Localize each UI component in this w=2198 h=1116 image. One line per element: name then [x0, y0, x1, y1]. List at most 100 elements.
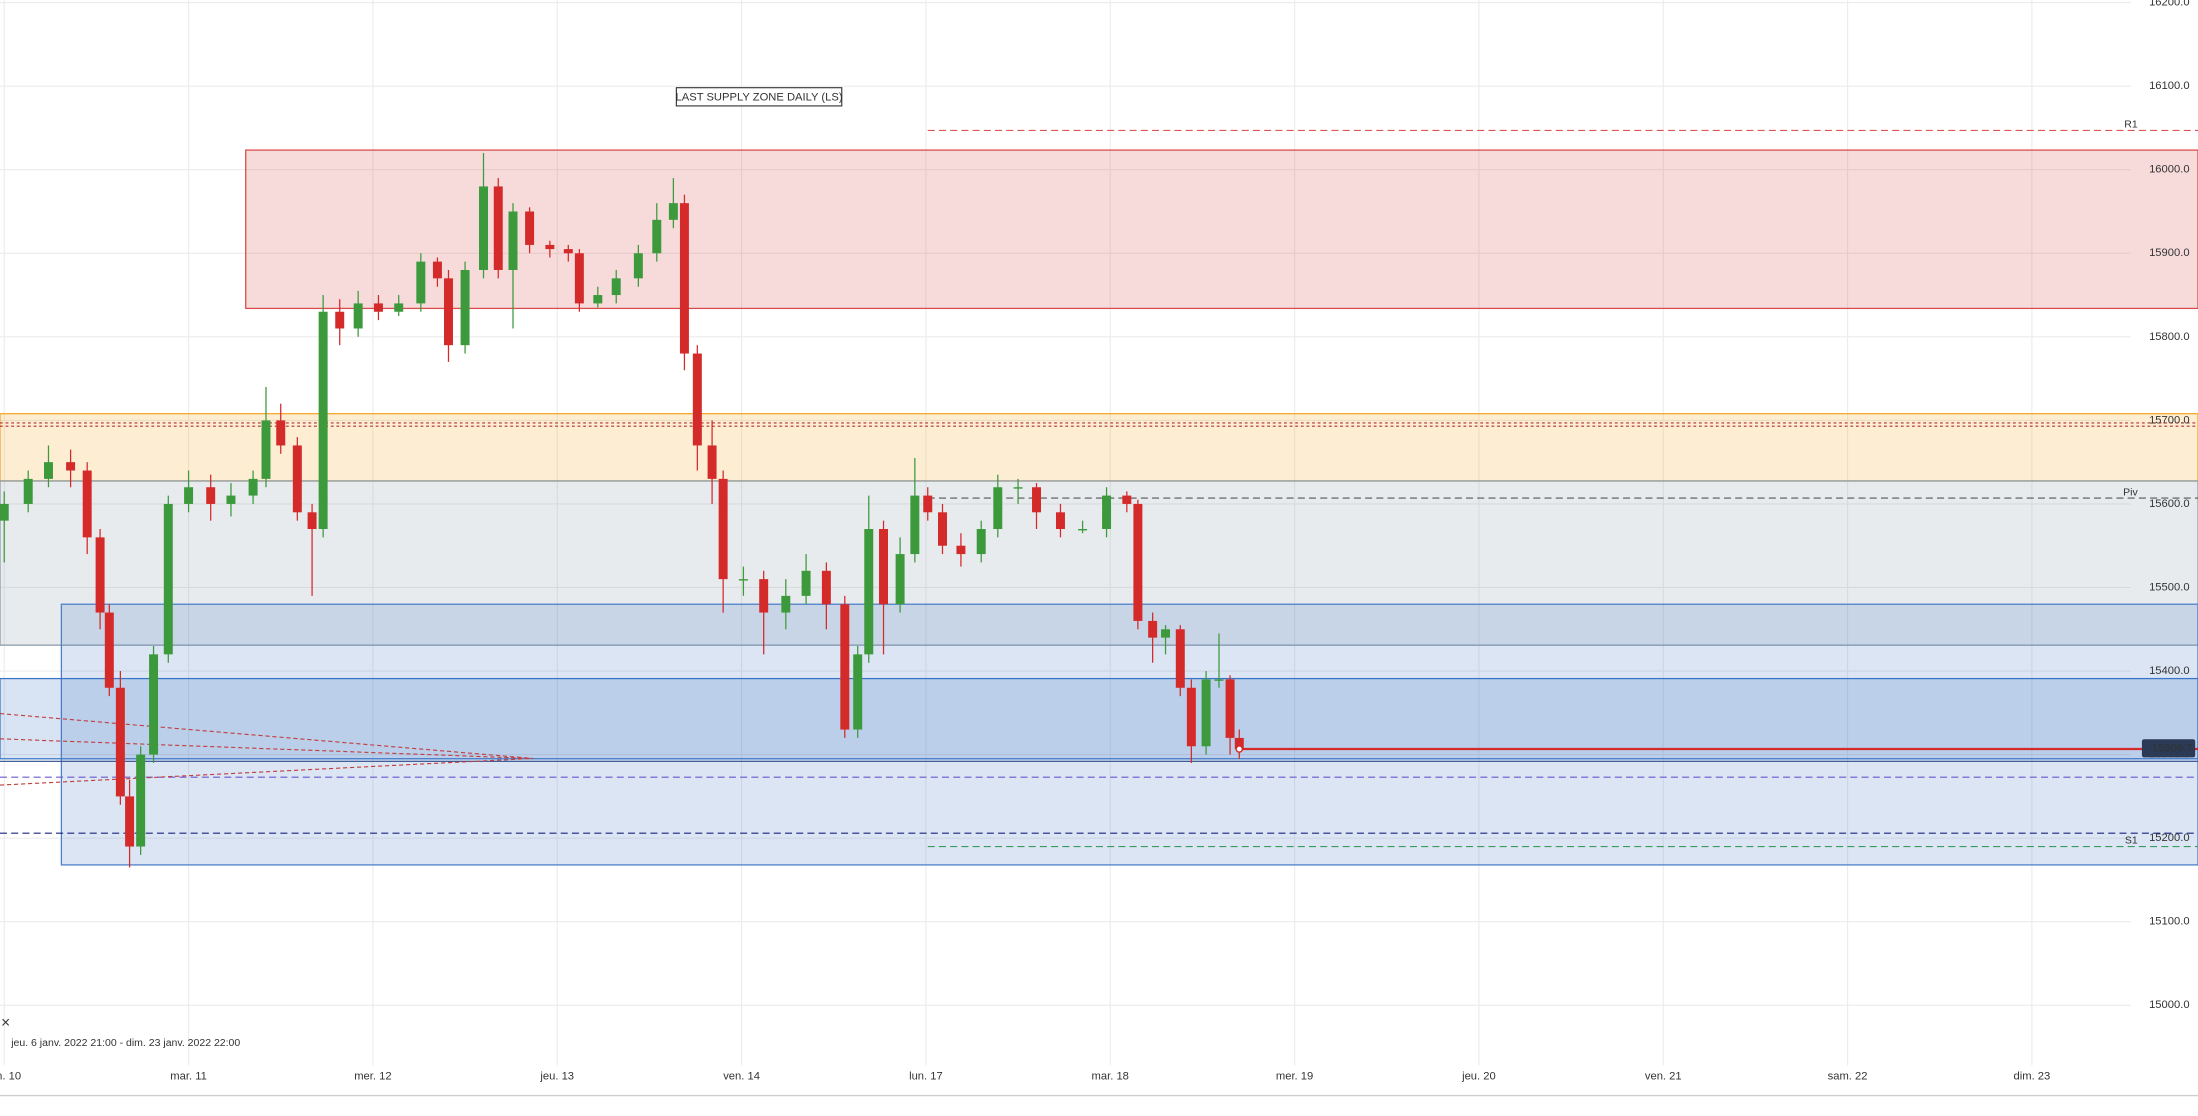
candle-body [23, 478, 33, 504]
zones [0, 149, 2198, 866]
candle-body [1214, 679, 1224, 681]
candle-body [206, 487, 216, 504]
candle-body [938, 512, 947, 546]
candle-body [853, 654, 863, 730]
x-tick-label: lun. 17 [909, 1071, 943, 1083]
candle-body [479, 186, 488, 270]
y-tick-label: 15400.0 [2149, 665, 2190, 677]
grid [0, 0, 2131, 1066]
candle-body [652, 219, 662, 254]
trendline [0, 738, 533, 760]
annotation-box [675, 87, 843, 107]
y-tick-label: 15900.0 [2149, 247, 2190, 259]
x-tick-label: jeu. 20 [1461, 1071, 1496, 1083]
candles [0, 152, 1244, 868]
candle-body [923, 495, 933, 513]
candle-body [104, 612, 114, 688]
candle-body [801, 570, 811, 596]
zone [0, 480, 2198, 646]
candle-body [0, 503, 9, 521]
candle-body [276, 420, 286, 446]
candle-body [1078, 529, 1088, 531]
candle-body [1032, 487, 1041, 513]
last-price-dot [1235, 745, 1244, 753]
candle-body [679, 203, 689, 354]
candle-body [318, 311, 328, 530]
levels: R1 Piv S1 [0, 119, 2198, 848]
candle-body [593, 295, 603, 304]
level-label: Piv [2123, 486, 2138, 498]
overlay: 15000.015100.015200.015300.015400.015500… [0, 0, 2198, 1083]
candle-body [821, 570, 831, 605]
candle-body [759, 579, 769, 613]
candle-body [976, 529, 986, 555]
close-button[interactable]: × [1, 1014, 10, 1031]
x-tick-label: ven. 21 [1645, 1071, 1682, 1083]
zone [245, 149, 2198, 310]
candle-body [163, 503, 173, 655]
candle-body [1102, 495, 1112, 530]
zone [0, 677, 2198, 760]
candle-body [432, 261, 442, 279]
candle-body [82, 470, 92, 538]
last-price-tag [2141, 739, 2196, 758]
x-tick-label: lun. 10 [0, 1071, 21, 1083]
candle-body [1161, 629, 1171, 638]
candle-body [416, 261, 426, 304]
candle-body [66, 462, 76, 471]
candle-body [125, 796, 135, 847]
candle-body [95, 537, 105, 613]
x-tick-label: dim. 23 [2014, 1071, 2051, 1083]
y-tick-label: 15200.0 [2149, 832, 2190, 844]
candle-body [574, 253, 584, 304]
candle-body [840, 604, 850, 730]
y-tick-label: 16000.0 [2149, 164, 2190, 176]
y-tick-label: 16200.0 [2149, 0, 2190, 9]
candle-body [460, 269, 470, 346]
candle-body [1201, 679, 1211, 747]
candle-body [956, 545, 966, 555]
candle-body [307, 512, 317, 530]
candle-body [864, 529, 874, 655]
candle-body [373, 303, 383, 312]
candle-body [692, 353, 702, 446]
candle-body [781, 595, 791, 613]
candle-body [563, 249, 573, 254]
candle-body [718, 478, 728, 580]
candle-body [895, 554, 905, 605]
candle-body [1013, 487, 1023, 489]
range-label: jeu. 6 janv. 2022 21:00 - dim. 23 janv. … [10, 1037, 240, 1049]
candle-body [43, 462, 53, 479]
candle-body [1133, 503, 1143, 621]
candle-body [1148, 620, 1158, 638]
y-tick-label: 16100.0 [2149, 80, 2190, 92]
candle-body [1225, 679, 1235, 738]
trendline [0, 713, 533, 760]
candle-body [335, 311, 345, 329]
candle-body [508, 211, 518, 270]
candle-body [443, 278, 453, 346]
x-tick-label: mar. 18 [1092, 1071, 1129, 1083]
candle-body [248, 478, 258, 496]
zone [60, 603, 2198, 866]
y-tick-label: 15000.0 [2149, 999, 2190, 1011]
x-tick-label: sam. 22 [1828, 1071, 1868, 1083]
x-tick-label: mer. 12 [354, 1071, 391, 1083]
candle-body [668, 203, 678, 220]
level-label: R1 [2124, 119, 2138, 131]
candle-body [910, 495, 920, 555]
y-tick-label: 15800.0 [2149, 331, 2190, 343]
x-tick-label: jeu. 13 [539, 1071, 574, 1083]
candle-body [292, 445, 302, 513]
y-tick-label: 15600.0 [2149, 498, 2190, 510]
candle-body [136, 754, 146, 847]
candle-body [1186, 687, 1196, 747]
candle-body [1055, 512, 1065, 530]
y-tick-label: 15100.0 [2149, 916, 2190, 928]
candle-body [738, 579, 748, 581]
candle-body [545, 244, 555, 250]
candle-body [226, 495, 236, 504]
